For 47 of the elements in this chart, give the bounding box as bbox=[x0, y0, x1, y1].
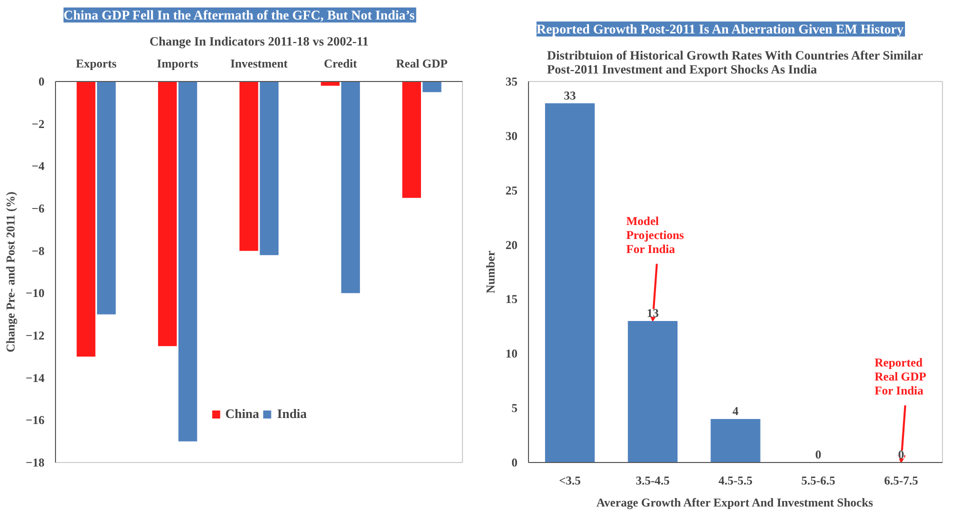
data-label: 0 bbox=[898, 448, 904, 462]
chart-subtitle: Distribtuion of Historical Growth Rates With Countries After Similar Post-2011 Investment and Export Shocks As India bbox=[546, 48, 924, 76]
x-tick-label: 6.5-7.5 bbox=[884, 474, 918, 488]
bar bbox=[628, 320, 678, 462]
y-tick-label: 30 bbox=[506, 128, 518, 143]
y-tick-label: −4 bbox=[32, 159, 45, 174]
x-axis-title: Average Growth After Export And Investment Shocks bbox=[596, 496, 874, 510]
y-tick-label: 35 bbox=[506, 74, 518, 88]
x-tick-label: 4.5-5.5 bbox=[718, 474, 752, 488]
annotation: Reported Real GDP For India bbox=[874, 356, 926, 398]
y-tick-label: −2 bbox=[32, 116, 45, 131]
x-tick-label: Credit bbox=[324, 56, 357, 70]
y-tick-label: 5 bbox=[512, 401, 518, 416]
x-tick-label: <3.5 bbox=[558, 474, 581, 488]
y-axis-title: Change Pre- and Post 2011 (%) bbox=[4, 192, 18, 352]
y-tick-label: −12 bbox=[26, 328, 45, 342]
x-tick-label: Exports bbox=[76, 56, 117, 70]
y-tick-label: −16 bbox=[26, 413, 45, 428]
x-tick-label: 3.5-4.5 bbox=[636, 474, 670, 488]
y-tick-label: −6 bbox=[32, 202, 45, 216]
y-tick-label: −18 bbox=[26, 456, 45, 470]
x-tick-label: Investment bbox=[230, 56, 288, 70]
y-tick-label: −10 bbox=[26, 286, 45, 300]
x-tick-label: 5.5-6.5 bbox=[801, 474, 836, 488]
x-tick-label: Real GDP bbox=[396, 56, 448, 70]
legend-label: India bbox=[277, 406, 307, 422]
y-tick-label: 10 bbox=[506, 346, 518, 361]
y-axis-title: Number bbox=[484, 250, 498, 294]
y-tick-label: 20 bbox=[506, 238, 518, 252]
y-tick-label: 0 bbox=[512, 456, 518, 470]
chart-title: Reported Growth Post-2011 Is An Aberration Given EM History bbox=[536, 22, 904, 36]
legend-label: China bbox=[225, 406, 260, 422]
y-tick-label: 0 bbox=[38, 74, 44, 88]
chart-title: China GDP Fell In the Aftermath of the GFC, But Not India’s bbox=[64, 8, 415, 22]
y-tick-label: −8 bbox=[32, 244, 45, 258]
data-label: 33 bbox=[564, 88, 576, 102]
data-label: 13 bbox=[646, 306, 659, 320]
bar bbox=[545, 103, 595, 462]
y-tick-label: 15 bbox=[506, 292, 518, 306]
data-label: 4 bbox=[732, 404, 738, 418]
x-tick-label: Imports bbox=[156, 56, 199, 70]
chart-subtitle: Change In Indicators 2011-18 vs 2002-11 bbox=[149, 34, 369, 48]
annotation: Model Projections For India bbox=[626, 214, 684, 256]
data-label: 0 bbox=[815, 448, 822, 462]
y-tick-label: 25 bbox=[506, 183, 518, 198]
bar bbox=[710, 418, 760, 462]
y-tick-label: −14 bbox=[26, 370, 45, 385]
